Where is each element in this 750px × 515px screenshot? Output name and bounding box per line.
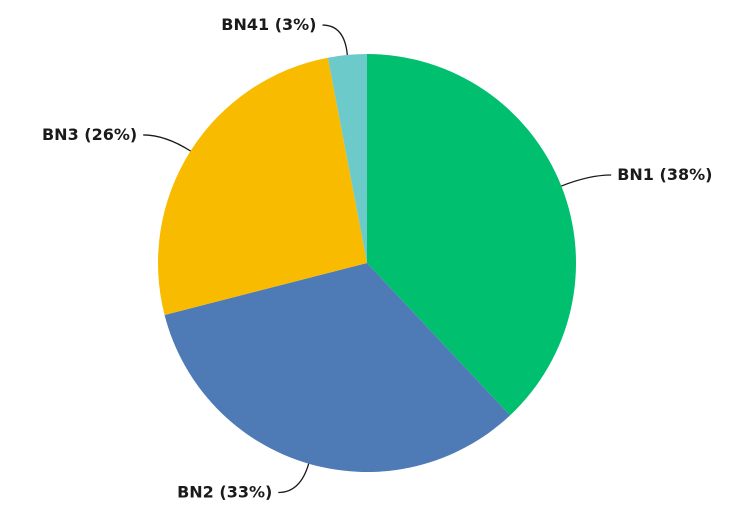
slice-category: BN2 xyxy=(177,482,214,501)
slice-value-label: (33%) xyxy=(219,482,272,501)
slice-category: BN41 xyxy=(221,15,269,34)
pie-slice xyxy=(327,54,367,263)
leader-line xyxy=(278,463,310,494)
slice-category: BN1 xyxy=(617,165,654,184)
leader-line xyxy=(322,24,348,55)
pie-slice xyxy=(367,54,576,416)
slice-value-label: (3%) xyxy=(275,15,317,34)
leader-line xyxy=(143,134,191,152)
slice-category: BN3 xyxy=(42,124,79,143)
pie-slice xyxy=(164,263,511,472)
slice-value-label: (38%) xyxy=(660,165,713,184)
leader-line xyxy=(561,174,612,187)
slice-label: BN41 (3%) xyxy=(221,15,316,34)
slice-value-label: (26%) xyxy=(84,124,137,143)
slice-label: BN3 (26%) xyxy=(42,124,137,143)
pie-slice xyxy=(157,57,367,315)
slice-label: BN1 (38%) xyxy=(617,165,712,184)
slice-label: BN2 (33%) xyxy=(177,482,272,501)
